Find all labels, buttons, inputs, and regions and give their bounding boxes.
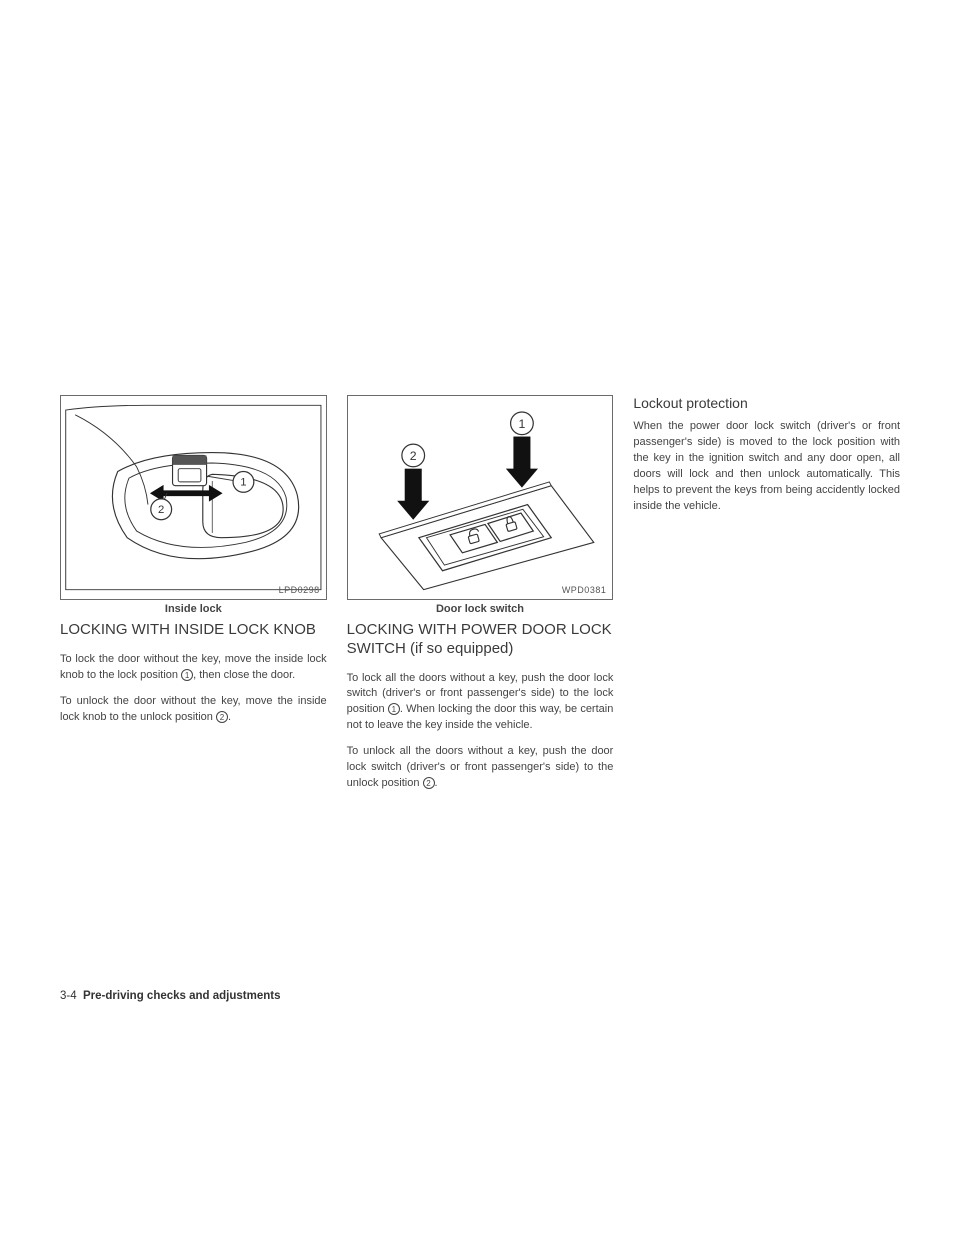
paragraph: To lock all the doors without a key, pus… xyxy=(347,671,614,735)
figure-caption: Inside lock xyxy=(60,603,327,615)
callout-2-text: 2 xyxy=(158,504,164,516)
figure-code: WPD0381 xyxy=(562,585,607,595)
paragraph: When the power door lock switch (driver'… xyxy=(633,419,900,515)
page-content: 1 2 LPD0298 Inside lock LOCKING WITH INS… xyxy=(60,395,900,1015)
inside-lock-illustration: 1 2 xyxy=(61,396,326,599)
footer-section-title: Pre-driving checks and adjustments xyxy=(83,990,280,1002)
page-number: 3-4 xyxy=(60,990,77,1002)
figure-door-lock-switch: 1 2 WPD0381 xyxy=(347,395,614,600)
column-middle: 1 2 WPD0381 Door lock switch LOCKING WIT… xyxy=(347,395,614,1015)
sub-heading-lockout: Lockout protection xyxy=(633,395,900,411)
text-fragment: To unlock the door without the key, move… xyxy=(60,695,327,723)
section-heading-power-lock: LOCKING WITH POWER DOOR LOCK SWITCH (if … xyxy=(347,621,614,659)
figure-caption: Door lock switch xyxy=(347,603,614,615)
circled-number-icon: 2 xyxy=(216,711,228,723)
circled-number-icon: 2 xyxy=(423,777,435,789)
text-fragment: . xyxy=(435,777,438,789)
callout-1-text: 1 xyxy=(240,477,246,489)
svg-text:2: 2 xyxy=(409,449,416,463)
column-left: 1 2 LPD0298 Inside lock LOCKING WITH INS… xyxy=(60,395,327,1015)
circled-number-icon: 1 xyxy=(181,669,193,681)
text-fragment: To unlock all the doors without a key, p… xyxy=(347,745,614,789)
svg-text:1: 1 xyxy=(518,417,525,431)
page-footer: 3-4 Pre-driving checks and adjustments xyxy=(60,990,281,1002)
circled-number-icon: 1 xyxy=(388,703,400,715)
text-fragment: . xyxy=(228,711,231,723)
section-heading-inside-lock: LOCKING WITH INSIDE LOCK KNOB xyxy=(60,621,327,640)
figure-code: LPD0298 xyxy=(279,585,320,595)
door-lock-switch-illustration: 1 2 xyxy=(348,396,613,599)
paragraph: To unlock all the doors without a key, p… xyxy=(347,744,614,792)
figure-inside-lock: 1 2 LPD0298 xyxy=(60,395,327,600)
column-right: Lockout protection When the power door l… xyxy=(633,395,900,1015)
paragraph: To lock the door without the key, move t… xyxy=(60,652,327,684)
paragraph: To unlock the door without the key, move… xyxy=(60,694,327,726)
text-fragment: , then close the door. xyxy=(193,669,295,681)
